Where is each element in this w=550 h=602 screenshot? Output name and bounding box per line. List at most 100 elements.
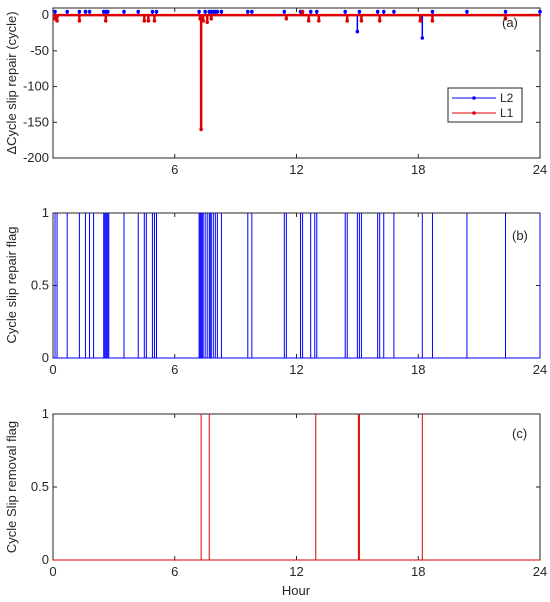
- panel-b-xtick-label: 18: [411, 362, 425, 377]
- panel-c-ytick-label: 1: [42, 406, 49, 421]
- panel-a-ytick-label: -50: [30, 43, 49, 58]
- series-point-l2: [122, 9, 126, 14]
- series-point-l2: [83, 9, 88, 14]
- panel-b-xtick-label: 0: [49, 362, 56, 377]
- series-point-l2: [105, 9, 110, 14]
- series-point-l1: [201, 19, 205, 23]
- series-point-l1: [142, 19, 147, 23]
- series-point-l1: [199, 127, 203, 132]
- series-point-l2: [65, 9, 70, 14]
- series-point-l2: [53, 9, 57, 14]
- series-point-l1: [146, 19, 151, 23]
- series-point-l2: [150, 9, 155, 14]
- series-point-l1: [209, 16, 214, 21]
- series-point-l1: [345, 19, 350, 23]
- series-point-l1: [103, 19, 108, 23]
- panel-c: 0 6 12 18 24 0 0.5 1 (c) Cycle Slip removal fla…: [4, 406, 547, 598]
- panel-c-xtick-label: 6: [171, 564, 178, 579]
- panel-a-ytick-label: -150: [23, 114, 49, 129]
- panel-b-ytick-label: 0: [42, 350, 49, 365]
- panel-c-series: [53, 414, 540, 561]
- panel-a-label: (a): [502, 15, 518, 30]
- series-point-l1: [198, 16, 202, 21]
- series-point-l2: [203, 9, 207, 14]
- legend-label-l1: L1: [500, 106, 514, 120]
- series-point-l2: [246, 9, 250, 14]
- panel-a-xtick-label: 12: [289, 162, 303, 177]
- panel-a-xtick-label: 18: [411, 162, 425, 177]
- series-point-l2: [87, 9, 92, 14]
- series-point-l1: [300, 9, 305, 14]
- series-point-l2: [215, 9, 220, 14]
- panel-a-ylabel: ΔCycle slip repair (cycle): [4, 11, 19, 154]
- panel-b-ytick-label: 0.5: [31, 278, 49, 293]
- legend-marker-l2: [472, 96, 476, 100]
- panel-b-label: (b): [512, 228, 528, 243]
- series-point-l2: [392, 9, 396, 14]
- panel-c-label: (c): [512, 426, 527, 441]
- series-point-l2: [420, 36, 425, 40]
- panel-c-xtick-label: 12: [289, 564, 303, 579]
- series-point-l2: [430, 9, 435, 14]
- panel-a-xtick-label: 6: [171, 162, 178, 177]
- series-point-l2: [465, 9, 469, 14]
- panel-c-ticks: 0 6 12 18 24 0 0.5 1: [31, 406, 547, 579]
- panel-b-series: [53, 213, 541, 359]
- panel-b-ticks: 0 6 12 18 24 0 0.5 1: [31, 205, 547, 377]
- legend-box: [447, 87, 523, 123]
- series-point-l2: [314, 9, 319, 14]
- panel-a-xtick-label: 24: [533, 162, 547, 177]
- series-point-l2: [250, 9, 254, 14]
- series-point-l1: [359, 19, 364, 23]
- series-point-l1: [503, 16, 508, 21]
- panel-b-xtick-label: 24: [533, 362, 547, 377]
- series-point-l1: [377, 19, 382, 23]
- panel-c-xtick-label: 0: [49, 564, 56, 579]
- legend: L2 L1: [447, 87, 523, 123]
- panel-a-frame: [52, 7, 541, 159]
- series-point-l1: [284, 16, 289, 21]
- series-point-l2: [282, 9, 287, 14]
- series-point-l2: [197, 9, 201, 14]
- series-point-l1: [418, 19, 423, 23]
- legend-label-l2: L2: [500, 91, 514, 105]
- series-point-l2: [343, 9, 348, 14]
- series-point-l1: [152, 19, 157, 23]
- panel-a-ticks: 6 12 18 24 0 -50 -100 -150 -200: [23, 7, 547, 177]
- series-point-l2: [154, 9, 159, 14]
- series-point-l1: [317, 19, 321, 23]
- series-point-l1: [55, 19, 59, 23]
- panel-c-ytick-label: 0: [42, 552, 49, 567]
- series-point-l1: [306, 19, 311, 23]
- series-point-l2: [77, 9, 82, 14]
- panel-b-ytick-label: 1: [42, 205, 49, 220]
- series-point-l2: [308, 9, 313, 14]
- panel-a-ytick-label: 0: [42, 7, 49, 22]
- panel-b-ylabel: Cycle slip repair flag: [4, 226, 19, 343]
- series-point-l2: [136, 9, 141, 14]
- panel-c-xtick-label: 24: [533, 564, 547, 579]
- series-point-l1: [430, 19, 435, 23]
- panel-c-ytick-label: 0.5: [31, 479, 49, 494]
- series-point-l1: [205, 20, 210, 25]
- series-point-l2: [355, 29, 360, 34]
- series-point-l2: [357, 9, 362, 14]
- series-point-l2: [375, 9, 380, 14]
- panel-c-xtick-label: 18: [411, 564, 425, 579]
- series-point-l2: [219, 9, 224, 14]
- series-point-l2: [381, 9, 386, 14]
- panel-a-ytick-label: -200: [23, 150, 49, 165]
- panel-a-ytick-label: -100: [23, 79, 49, 94]
- panel-c-ylabel: Cycle Slip removal flag: [4, 421, 19, 553]
- panel-b-xtick-label: 12: [289, 362, 303, 377]
- series-point-l2: [538, 9, 542, 14]
- panel-b: 0 6 12 18 24 0 0.5 1 (b) Cycle slip repair flag: [4, 205, 547, 377]
- panel-a: 6 12 18 24 0 -50 -100 -150 -200 (a) ΔCycle slip …: [4, 7, 547, 177]
- x-axis-label: Hour: [282, 583, 311, 598]
- panel-c-frame: [52, 413, 541, 561]
- series-point-l1: [77, 19, 82, 23]
- panel-b-xtick-label: 6: [171, 362, 178, 377]
- series-point-l2: [503, 9, 508, 14]
- legend-marker-l1: [472, 111, 476, 115]
